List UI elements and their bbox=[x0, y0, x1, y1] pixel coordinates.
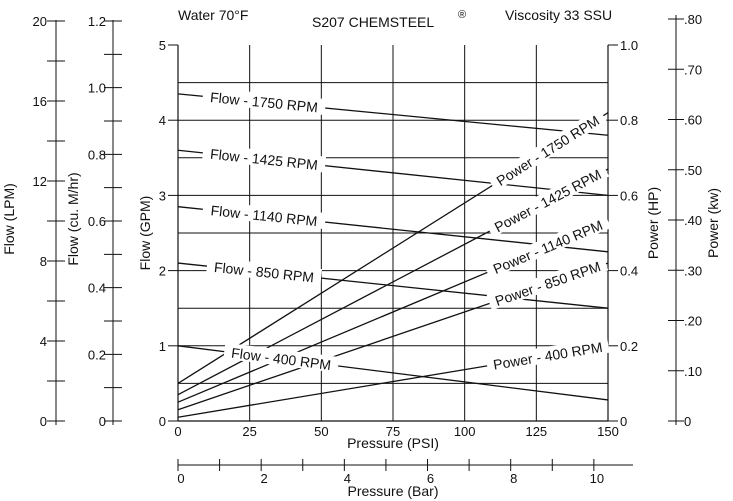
kw-axis-tick-label: .10 bbox=[684, 364, 702, 379]
hp-axis-tick-label: 0.6 bbox=[620, 188, 638, 203]
psi-axis-title: Pressure (PSI) bbox=[347, 435, 439, 451]
hp-axis-tick-label: 0 bbox=[620, 414, 627, 429]
kw-axis-tick-label: .80 bbox=[684, 12, 702, 27]
flow-curve-label-background bbox=[223, 342, 340, 373]
flow-curve-label-group: Flow - 400 RPM bbox=[223, 342, 340, 373]
gpm-axis-tick-label: 3 bbox=[159, 188, 166, 203]
bar-axis-tick-label: 0 bbox=[177, 471, 184, 486]
gpm-axis-tick-label: 1 bbox=[159, 339, 166, 354]
power-curve-label-background bbox=[485, 336, 610, 373]
kw-axis-tick-label: .40 bbox=[684, 213, 702, 228]
psi-axis-tick-label: 100 bbox=[454, 424, 476, 439]
flow-curve-label-group: Flow - 1140 RPM bbox=[202, 200, 327, 230]
cumhr-axis-title: Flow (cu. M/hr) bbox=[65, 172, 81, 265]
gpm-axis-tick-label: 4 bbox=[159, 113, 166, 128]
bar-axis-tick-label: 10 bbox=[590, 471, 604, 486]
lpm-axis-tick-label: 4 bbox=[40, 334, 47, 349]
psi-axis-tick-label: 0 bbox=[174, 424, 181, 439]
flow-curve-label: Flow - 1425 RPM bbox=[209, 146, 318, 173]
flow-curve-label: Flow - 400 RPM bbox=[230, 345, 332, 373]
flow-curve-label-group: Flow - 1425 RPM bbox=[202, 143, 327, 173]
cumhr-axis-tick-label: 0 bbox=[99, 414, 106, 429]
bar-axis-tick-label: 6 bbox=[427, 471, 434, 486]
kw-axis-tick-label: .60 bbox=[684, 113, 702, 128]
cumhr-axis-tick-label: 0.6 bbox=[88, 214, 106, 229]
hp-axis-tick-label: 1.0 bbox=[620, 38, 638, 53]
psi-axis-tick-label: 25 bbox=[242, 424, 256, 439]
cumhr-axis-tick-label: 0.4 bbox=[88, 281, 106, 296]
flow-curve-label-group: Flow - 1750 RPM bbox=[202, 87, 327, 116]
flow-curve-label-background bbox=[202, 143, 327, 173]
power-curve-label-background bbox=[483, 213, 611, 279]
cumhr-axis-tick-label: 1.0 bbox=[88, 81, 106, 96]
header-viscosity: Viscosity 33 SSU bbox=[505, 7, 612, 23]
gpm-axis-tick-label: 0 bbox=[159, 414, 166, 429]
bar-axis-title: Pressure (Bar) bbox=[347, 483, 438, 499]
cumhr-axis-tick-label: 1.2 bbox=[88, 14, 106, 29]
lpm-axis-title: Flow (LPM) bbox=[1, 183, 17, 255]
cumhr-axis-tick-label: 0.2 bbox=[88, 347, 106, 362]
chart-header: Water 70°F S207 CHEMSTEEL ® Viscosity 33… bbox=[178, 7, 612, 30]
flow-curve-label-background bbox=[202, 87, 327, 116]
psi-axis-tick-label: 125 bbox=[525, 424, 547, 439]
hp-axis-tick-label: 0.2 bbox=[620, 339, 638, 354]
bar-axis-tick-label: 2 bbox=[261, 471, 268, 486]
power-curve-label-background bbox=[485, 162, 610, 238]
kw-axis-tick-label: .20 bbox=[684, 314, 702, 329]
flow-curve-label: Flow - 1750 RPM bbox=[209, 89, 318, 115]
lpm-axis-tick-label: 16 bbox=[33, 94, 47, 109]
kw-axis-tick-label: .50 bbox=[684, 163, 702, 178]
kw-axis-tick-label: 0 bbox=[684, 414, 691, 429]
flow-curve-label: Flow - 850 RPM bbox=[213, 259, 314, 285]
flow-curve-label: Flow - 1140 RPM bbox=[210, 202, 318, 229]
header-registered-mark: ® bbox=[458, 9, 466, 21]
gpm-axis-tick-label: 2 bbox=[159, 264, 166, 279]
hp-axis-tick-label: 0.8 bbox=[620, 113, 638, 128]
gpm-axis-title: Flow (GPM) bbox=[137, 196, 153, 271]
lpm-axis-tick-label: 8 bbox=[40, 254, 47, 269]
lpm-axis-tick-label: 20 bbox=[33, 14, 47, 29]
gpm-axis-tick-label: 5 bbox=[159, 38, 166, 53]
hp-axis-title: Power (HP) bbox=[645, 187, 661, 259]
power-curve-label-group: Power - 400 RPM bbox=[485, 336, 610, 373]
psi-axis-tick-label: 150 bbox=[597, 424, 619, 439]
power-curve-label-background bbox=[486, 255, 609, 311]
lpm-axis-tick-label: 12 bbox=[33, 174, 47, 189]
hp-axis-tick-label: 0.4 bbox=[620, 264, 638, 279]
bar-axis-tick-label: 8 bbox=[510, 471, 517, 486]
kw-axis-title: Power (kw) bbox=[705, 188, 721, 258]
kw-axis-tick-label: .70 bbox=[684, 62, 702, 77]
psi-axis-tick-label: 50 bbox=[314, 424, 328, 439]
flow-curve-label-group: Flow - 850 RPM bbox=[206, 257, 323, 286]
header-water-temp: Water 70°F bbox=[178, 7, 248, 23]
bar-axis-tick-label: 4 bbox=[344, 471, 351, 486]
power-curve-label: Power - 400 RPM bbox=[492, 339, 604, 373]
psi-axis-tick-label: 75 bbox=[386, 424, 400, 439]
cumhr-axis-tick-label: 0.8 bbox=[88, 147, 106, 162]
lpm-axis-tick-label: 0 bbox=[40, 414, 47, 429]
flow-curve-label-background bbox=[202, 200, 327, 230]
power-curve-label-background bbox=[487, 108, 608, 192]
kw-axis-tick-label: .30 bbox=[684, 263, 702, 278]
flow-curve-label-background bbox=[206, 257, 323, 286]
header-model: S207 CHEMSTEEL bbox=[312, 14, 434, 30]
